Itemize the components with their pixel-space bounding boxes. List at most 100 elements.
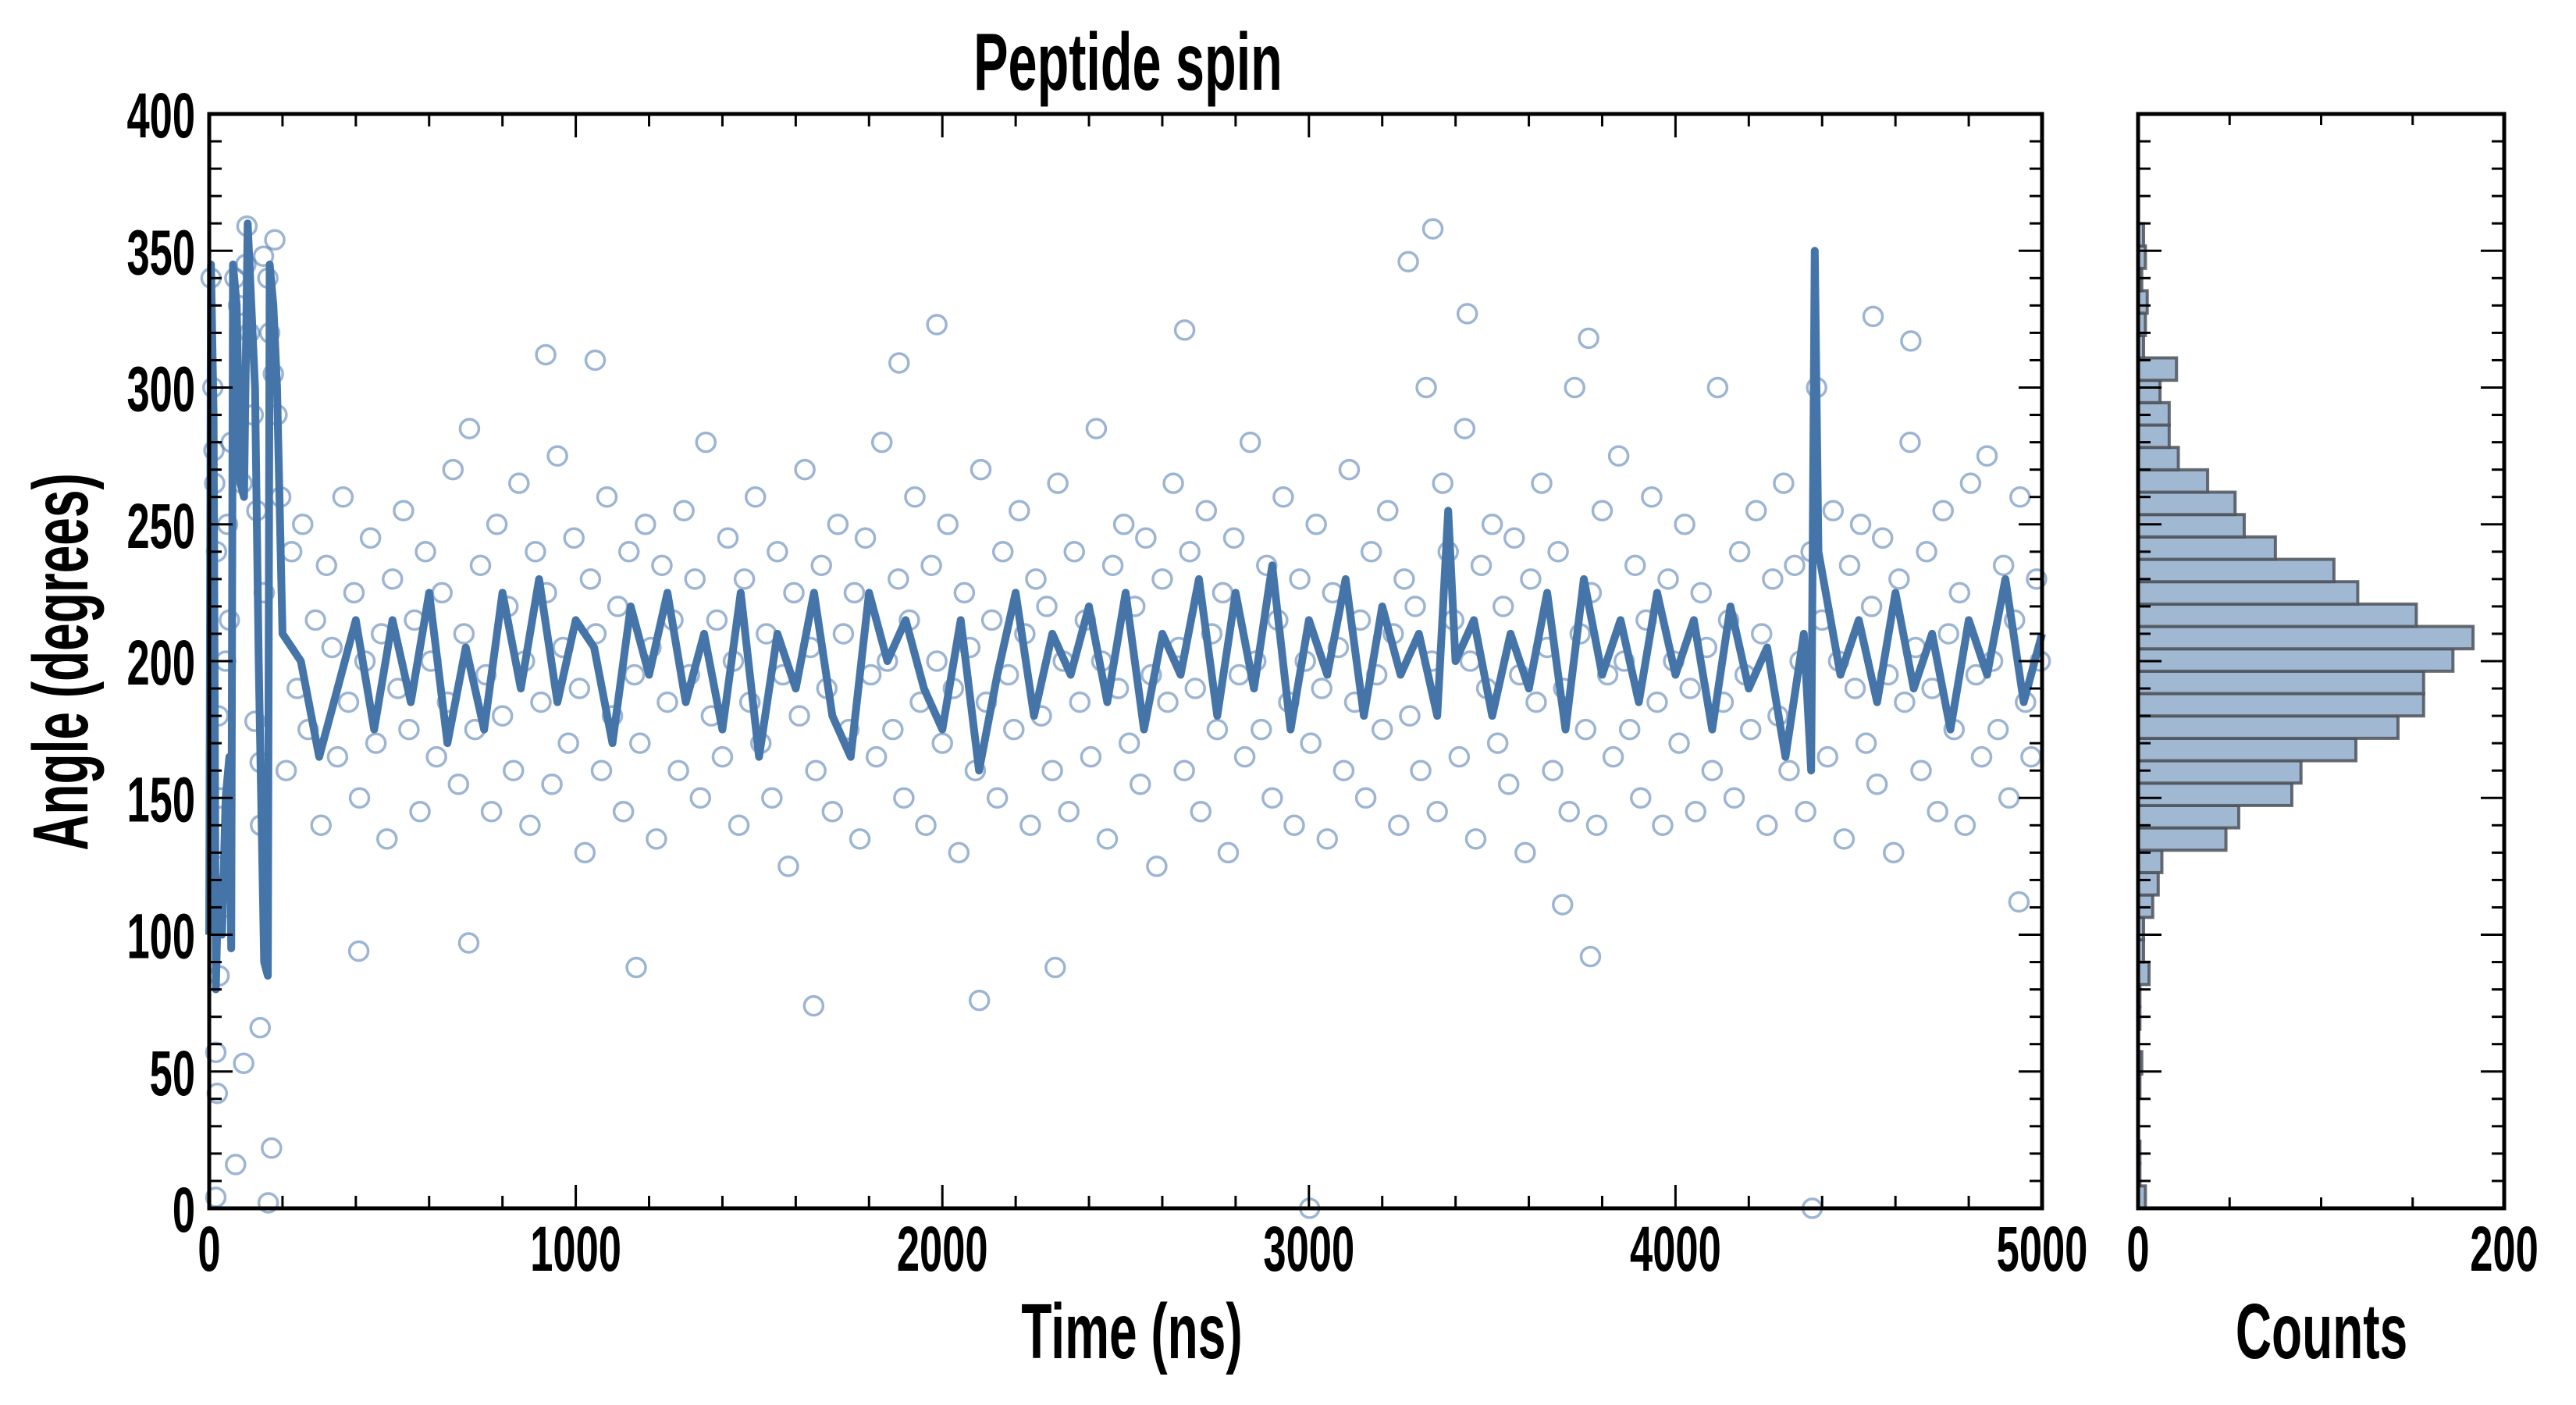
x-tick-label: 4000: [1630, 1213, 1721, 1285]
data-point: [1723, 787, 1745, 809]
data-point: [1578, 327, 1599, 350]
data-point: [1894, 691, 1916, 713]
data-point: [1564, 376, 1586, 399]
data-point: [1019, 814, 1041, 837]
data-point: [584, 349, 607, 372]
data-point: [904, 486, 926, 508]
data-point: [376, 828, 398, 850]
data-point: [275, 759, 297, 781]
data-point: [1233, 745, 1256, 768]
data-point: [1910, 759, 1932, 781]
data-point: [1668, 732, 1690, 754]
data-point: [1745, 500, 1767, 521]
data-point: [854, 527, 877, 550]
data-point: [1860, 596, 1883, 617]
data-point: [1399, 705, 1421, 727]
data-point: [1900, 330, 1922, 352]
data-point: [1844, 678, 1866, 699]
histogram-bar: [2137, 356, 2179, 382]
data-point: [684, 568, 706, 590]
data-point: [656, 691, 678, 713]
data-point: [635, 514, 656, 535]
data-point: [1069, 691, 1091, 713]
data-point: [1377, 500, 1399, 521]
data-point: [728, 814, 750, 837]
data-point: [937, 514, 959, 535]
data-point: [1009, 500, 1030, 521]
data-point: [1272, 486, 1294, 508]
main-ticks: [208, 112, 2044, 1210]
histogram-bar: [2137, 379, 2162, 404]
data-point: [1397, 251, 1419, 273]
histogram-bar: [2137, 446, 2180, 471]
histogram-bar: [2137, 803, 2240, 830]
hist-x-tick-label: 200: [2470, 1213, 2539, 1285]
histogram-bar: [2137, 759, 2303, 785]
data-point: [1085, 418, 1108, 439]
smoothed-line: [205, 219, 2046, 994]
data-point: [1685, 801, 1706, 823]
data-point: [1173, 759, 1195, 781]
data-point: [821, 801, 844, 823]
data-point: [832, 623, 855, 645]
histogram-plot: 0 200 Counts: [2126, 112, 2539, 1375]
data-point: [1222, 527, 1245, 550]
data-point: [629, 732, 651, 754]
data-point: [486, 514, 508, 535]
data-point: [1453, 418, 1476, 439]
histogram-bar: [2137, 826, 2228, 852]
data-point: [882, 718, 904, 741]
data-point: [244, 710, 266, 732]
data-point: [310, 814, 332, 837]
data-point: [1058, 801, 1080, 823]
data-point: [359, 527, 382, 550]
data-point: [249, 1016, 272, 1039]
data-point: [1641, 486, 1663, 508]
main-tick-labels: 0 1000 2000 3000 4000 5000 0 50 100 150 200 250 300 3…: [126, 80, 2087, 1285]
data-point: [1388, 814, 1410, 837]
data-point: [1525, 691, 1547, 713]
data-point: [1542, 759, 1564, 781]
y-tick-label: 150: [126, 763, 195, 835]
data-point: [1652, 814, 1674, 837]
data-point: [2026, 568, 2048, 590]
data-point: [617, 541, 640, 563]
data-point: [1816, 745, 1839, 768]
data-point: [948, 841, 970, 864]
data-point: [1959, 472, 1982, 494]
data-point: [442, 458, 464, 481]
data-point: [827, 514, 849, 535]
data-point: [1883, 841, 1905, 864]
data-point: [1464, 828, 1487, 850]
y-tick-label: 350: [126, 216, 195, 288]
data-point: [1970, 745, 1993, 768]
data-point: [425, 745, 447, 768]
data-point: [1130, 773, 1151, 795]
data-point: [574, 841, 596, 864]
data-point: [264, 229, 286, 251]
data-point: [865, 745, 888, 768]
data-point: [1591, 500, 1614, 521]
data-point: [1162, 472, 1184, 494]
data-point: [1190, 801, 1212, 823]
data-point: [1354, 787, 1377, 809]
data-point: [321, 636, 343, 659]
chart-title: Peptide spin: [973, 16, 1283, 108]
data-point: [480, 801, 503, 823]
histogram-bar: [2137, 557, 2336, 584]
data-point: [1206, 718, 1229, 741]
data-point: [1448, 745, 1471, 768]
data-point: [332, 486, 354, 508]
hist-x-tick-label: 0: [2126, 1213, 2149, 1285]
data-point: [915, 814, 937, 837]
data-point: [1492, 596, 1514, 617]
data-point: [382, 568, 404, 590]
data-point: [1063, 541, 1086, 563]
data-point: [843, 582, 866, 604]
histogram-bar: [2137, 848, 2164, 874]
data-point: [1954, 814, 1976, 837]
data-point: [1579, 945, 1602, 968]
data-point: [1739, 718, 1762, 741]
data-point: [1080, 745, 1102, 768]
data-point: [503, 759, 525, 781]
